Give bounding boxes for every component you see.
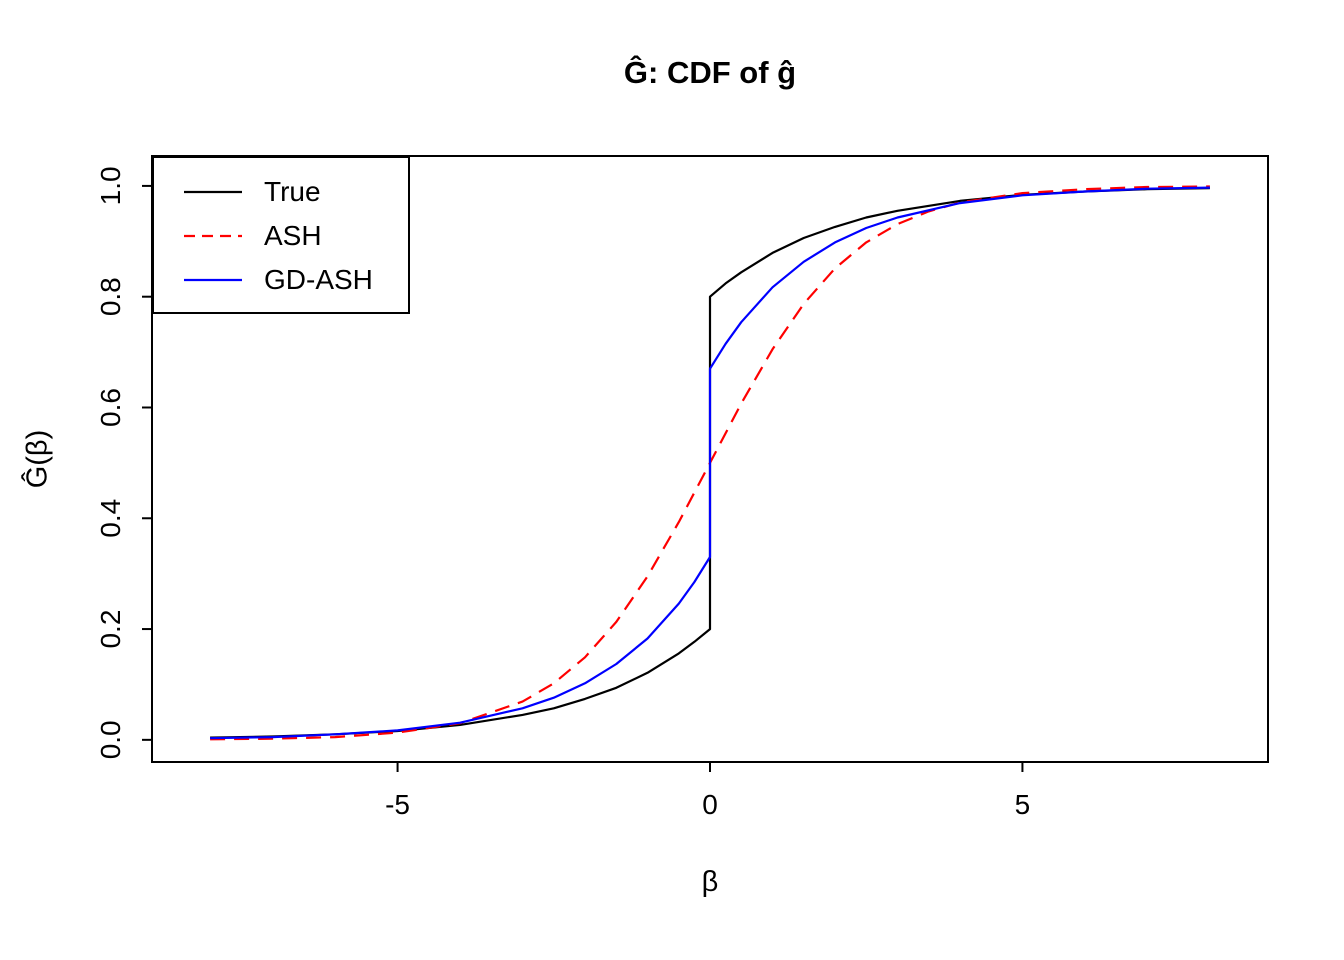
legend-label: GD-ASH [264,264,373,295]
series-gd-ash [210,186,1210,740]
y-tick-label: 0.6 [95,388,126,427]
x-tick-label: 5 [1015,789,1031,820]
y-tick-label: 0.0 [95,720,126,759]
y-axis-title: Ĝ(β) [21,429,54,489]
chart-title: Ĝ: CDF of ĝ [623,55,797,90]
x-tick-label: -5 [385,789,410,820]
legend-line-sample [184,190,242,194]
y-tick-label: 0.8 [95,277,126,316]
y-tick-label: 1.0 [95,166,126,205]
x-tick-label: 0 [702,789,718,820]
y-tick-label: 0.4 [95,499,126,538]
legend-label: True [264,176,321,207]
x-axis-title: β [701,866,719,898]
legend-entry-gd-ash: GD-ASH [154,258,408,302]
legend-line-sample [184,234,242,238]
legend-line-sample [184,278,242,282]
y-tick-label: 0.2 [95,610,126,649]
legend-label: ASH [264,220,322,251]
legend-entry-ash: ASH [154,214,408,258]
legend: True ASH GD-ASH [152,156,410,314]
legend-entry-true: True [154,170,408,214]
